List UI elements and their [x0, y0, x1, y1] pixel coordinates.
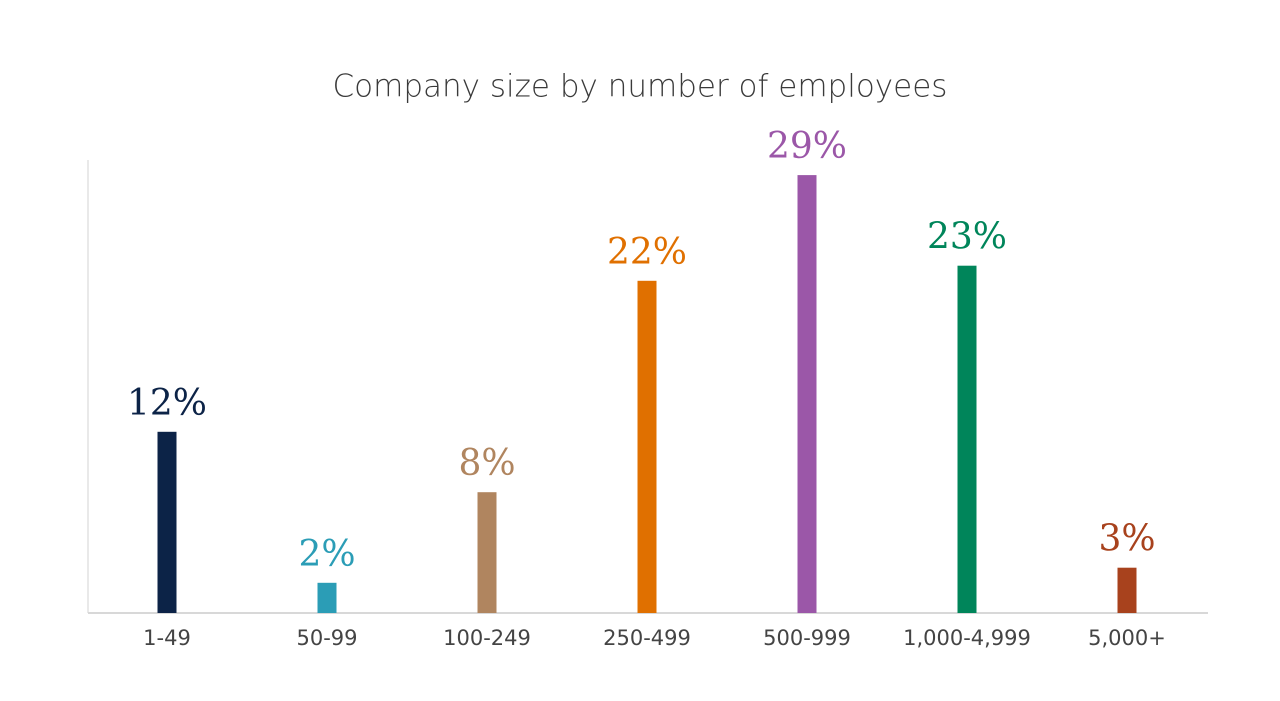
- bar: [477, 492, 497, 613]
- x-tick-label: 5,000+: [1088, 626, 1166, 650]
- bar: [157, 431, 177, 613]
- x-tick-label: 100-249: [443, 626, 531, 650]
- value-label: 29%: [767, 126, 847, 167]
- bar: [317, 582, 337, 613]
- x-tick-label: 500-999: [763, 626, 851, 650]
- value-label: 2%: [298, 534, 355, 575]
- value-label: 22%: [607, 232, 687, 273]
- x-tick-label: 250-499: [603, 626, 691, 650]
- value-label: 12%: [127, 383, 207, 424]
- value-label: 3%: [1098, 519, 1155, 560]
- chart-title: Company size by number of employees: [333, 69, 948, 105]
- bar: [1117, 567, 1137, 613]
- bar: [637, 280, 657, 613]
- bar: [957, 265, 977, 613]
- bar: [797, 175, 817, 613]
- x-tick-label: 1,000-4,999: [903, 626, 1031, 650]
- value-label: 8%: [458, 443, 515, 484]
- value-label: 23%: [927, 217, 1007, 258]
- x-tick-label: 1-49: [143, 626, 191, 650]
- x-tick-label: 50-99: [296, 626, 357, 650]
